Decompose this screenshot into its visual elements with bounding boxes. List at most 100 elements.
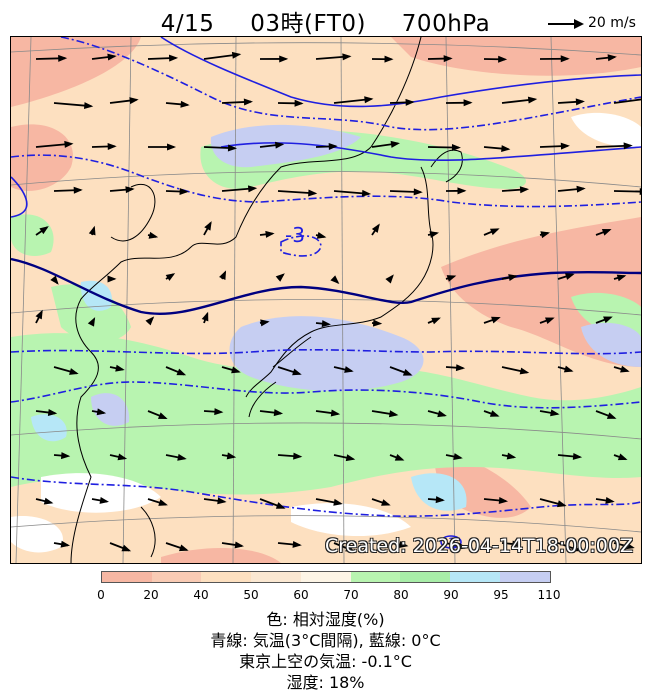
- wind-arrow: [315, 143, 338, 151]
- wind-arrow: [50, 275, 59, 285]
- wind-arrow: [371, 498, 391, 506]
- wind-scale-label: 20 m/s: [588, 15, 636, 31]
- colorbar-tick: 80: [393, 588, 409, 602]
- wind-arrow: [501, 540, 522, 548]
- wind-arrow: [219, 270, 227, 280]
- wind-arrow: [315, 498, 343, 506]
- wind-arrow: [35, 409, 58, 416]
- wind-arrow: [371, 410, 399, 418]
- wind-arrow: [330, 275, 340, 285]
- chart-title: 4/15 03時(FT0) 700hPa: [0, 4, 651, 38]
- wind-arrow: [333, 366, 354, 373]
- colorbar-tick: 20: [143, 588, 159, 602]
- wind-arrow: [53, 452, 71, 460]
- wind-arrow: [389, 541, 409, 549]
- wind-arrow: [483, 316, 501, 324]
- colorbar-tick: 90: [443, 588, 459, 602]
- wind-arrow: [501, 96, 538, 104]
- wind-arrow: [371, 319, 383, 327]
- wind-arrow: [613, 188, 641, 196]
- wind-arrow: [539, 498, 567, 508]
- weather-map: -3 -3 Created: 2026-04-14T18:00:00Z: [10, 36, 642, 564]
- wind-arrow: [445, 187, 467, 195]
- wind-arrow: [427, 55, 453, 63]
- wind-arrow: [88, 225, 96, 236]
- colorbar-tick: 70: [343, 588, 359, 602]
- wind-arrow: [483, 228, 500, 236]
- wind-arrow: [277, 189, 318, 197]
- colorbar-tick: 60: [293, 588, 309, 602]
- wind-scale-reference: 20 m/s: [546, 14, 636, 34]
- wind-arrow: [389, 366, 413, 376]
- wind-arrow: [539, 55, 570, 63]
- created-timestamp: Created: 2026-04-14T18:00:00Z: [324, 535, 633, 557]
- wind-arrow: [147, 54, 179, 62]
- wind-arrow: [501, 186, 530, 194]
- wind-arrow: [483, 496, 509, 504]
- colorbar-tick: 0: [97, 588, 105, 602]
- wind-arrow: [613, 365, 630, 373]
- wind-arrow: [91, 408, 107, 416]
- weather-map-canvas: -3 -3: [11, 37, 641, 563]
- wind-arrow: [445, 99, 473, 107]
- wind-arrow: [483, 145, 511, 153]
- wind-arrow: [371, 55, 394, 63]
- wind-arrow: [53, 366, 79, 375]
- wind-arrow: [333, 542, 355, 552]
- wind-arrow: [109, 453, 128, 461]
- wind-arrow: [445, 364, 466, 372]
- wind-scale-arrow-icon: [548, 19, 584, 29]
- wind-arrow: [221, 366, 241, 374]
- wind-arrow: [483, 55, 508, 63]
- wind-arrow: [201, 311, 209, 324]
- wind-arrow: [595, 410, 617, 419]
- colorbar-tick: 95: [493, 588, 509, 602]
- wind-arrow: [91, 53, 117, 61]
- wind-arrow: [221, 452, 237, 460]
- wind-arrow: [277, 540, 302, 548]
- wind-arrow: [539, 142, 570, 150]
- wind-arrow: [501, 452, 517, 460]
- temperature-isotherms: [11, 37, 641, 549]
- colorbar-tick: 110: [537, 588, 561, 602]
- wind-arrow: [385, 274, 394, 284]
- wind-arrow: [259, 141, 285, 149]
- wind-arrow: [203, 51, 242, 60]
- wind-arrow: [165, 366, 187, 376]
- wind-arrow: [109, 542, 132, 552]
- wind-arrow: [147, 143, 177, 151]
- wind-vectors: [35, 51, 641, 552]
- wind-arrow: [539, 231, 550, 239]
- wind-arrow: [613, 98, 641, 104]
- title-time: 03時(FT0): [250, 11, 366, 37]
- wind-arrow: [259, 409, 284, 417]
- wind-arrow: [259, 498, 286, 509]
- wind-arrow: [221, 541, 244, 549]
- wind-arrow: [445, 542, 468, 550]
- wind-arrow: [557, 273, 575, 280]
- wind-arrow: [539, 409, 560, 417]
- wind-arrow: [315, 231, 327, 239]
- wind-arrow: [259, 230, 275, 238]
- wind-arrow: [35, 226, 49, 236]
- tokyo-humidity: 湿度: 18%: [286, 673, 365, 692]
- wind-arrow: [165, 273, 176, 281]
- colorbar-tick: 50: [243, 588, 259, 602]
- wind-arrow: [389, 188, 423, 196]
- wind-arrow: [371, 140, 400, 148]
- wind-arrow: [147, 410, 168, 420]
- wind-arrow: [259, 55, 289, 63]
- wind-arrow: [557, 365, 574, 373]
- wind-arrow: [203, 144, 238, 152]
- wind-arrow: [371, 223, 380, 236]
- wind-arrow: [91, 142, 117, 150]
- wind-arrow: [427, 496, 445, 504]
- wind-arrow: [501, 274, 518, 282]
- tokyo-temperature: 東京上空の気温: -0.1°C: [239, 652, 412, 671]
- wind-arrow: [91, 496, 109, 504]
- wind-arrow: [539, 317, 555, 325]
- wind-arrow: [557, 452, 583, 460]
- wind-arrow: [221, 98, 253, 106]
- wind-arrow: [277, 452, 303, 460]
- wind-arrow: [333, 189, 372, 197]
